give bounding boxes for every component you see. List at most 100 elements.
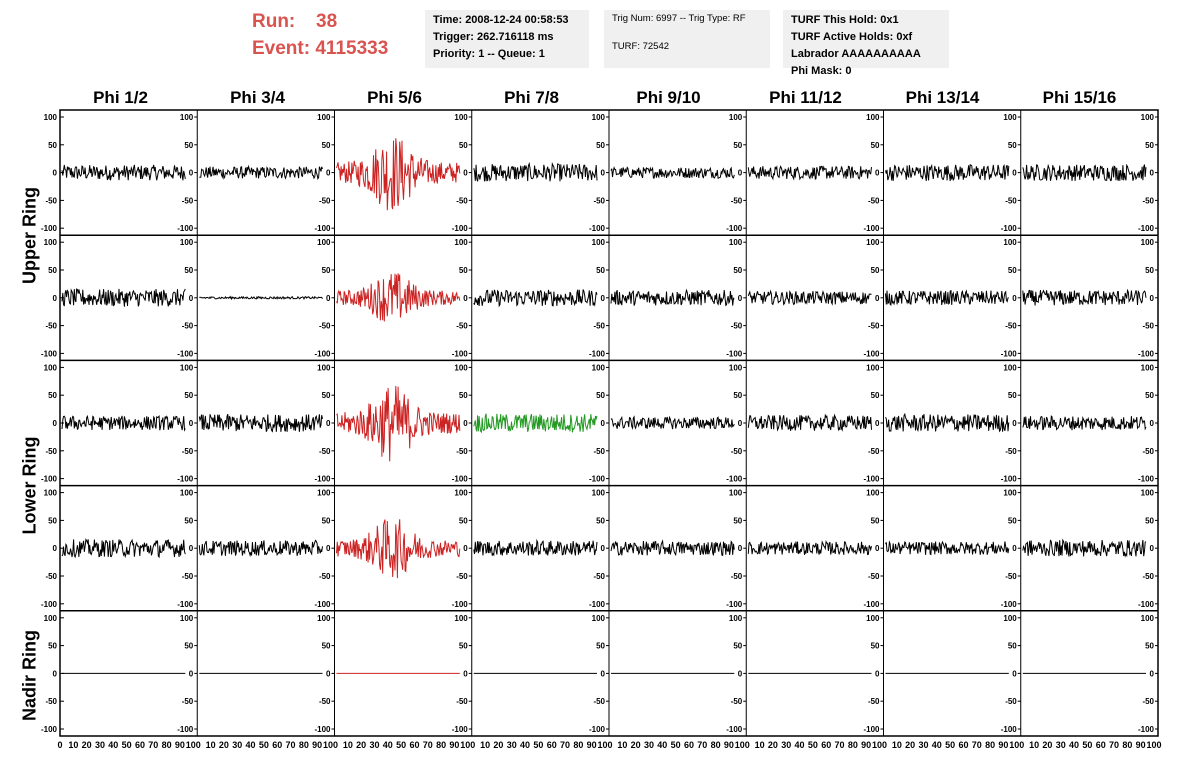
cell-y-tick-label: 0 <box>463 419 468 428</box>
y-tick-label: 0 <box>53 419 58 428</box>
cell-y-tick-label: -100 <box>177 224 194 233</box>
cell-y-tick-label: 50 <box>322 391 331 400</box>
x-tick-label: 100 <box>597 740 612 750</box>
x-tick-label: 20 <box>768 740 778 750</box>
x-tick-label: 100 <box>735 740 750 750</box>
cell-y-tick-label: -100 <box>863 224 880 233</box>
y-tick-label: -100 <box>41 349 58 358</box>
cell-y-tick-label: 100 <box>1141 614 1155 623</box>
trig-info-box: Trig Num: 6997 -- Trig Type: RF TURF: 72… <box>604 10 770 68</box>
cell-y-tick-label: 0 <box>189 419 194 428</box>
cell-y-tick-label: -50 <box>182 697 194 706</box>
cell-y-tick-label: -100 <box>589 475 606 484</box>
x-tick-label: 30 <box>507 740 517 750</box>
x-tick-label: 40 <box>520 740 530 750</box>
x-tick-label: 80 <box>299 740 309 750</box>
waveform-trace <box>336 273 461 322</box>
x-tick-label: 60 <box>409 740 419 750</box>
x-tick-label: 30 <box>781 740 791 750</box>
cell-y-tick-label: 50 <box>459 266 468 275</box>
cell-y-tick-label: 0 <box>463 544 468 553</box>
cell-y-tick-label: 50 <box>322 266 331 275</box>
cell-y-tick-label: 100 <box>454 363 468 372</box>
cell-y-tick-label: 0 <box>326 544 331 553</box>
cell-y-tick-label: 0 <box>463 294 468 303</box>
cell-y-tick-label: 0 <box>601 419 606 428</box>
cell-y-tick-label: 100 <box>317 614 331 623</box>
cell-y-tick-label: 50 <box>596 642 605 651</box>
x-tick-label: 70 <box>972 740 982 750</box>
waveform-trace <box>610 415 735 431</box>
cell-y-tick-label: -100 <box>863 600 880 609</box>
waveform-trace <box>1022 163 1147 182</box>
cell-y-tick-label: -50 <box>593 196 605 205</box>
x-tick-label: 80 <box>436 740 446 750</box>
cell-y-tick-label: -50 <box>1005 697 1017 706</box>
cell-y-tick-label: -50 <box>456 697 468 706</box>
cell-y-tick-label: -100 <box>1138 224 1155 233</box>
cell-y-tick-label: 100 <box>592 113 606 122</box>
x-tick-label: 20 <box>905 740 915 750</box>
cell-y-tick-label: 50 <box>1145 141 1154 150</box>
cell-y-tick-label: -50 <box>593 572 605 581</box>
x-tick-label: 40 <box>246 740 256 750</box>
y-tick-label: 50 <box>48 391 57 400</box>
x-tick-label: 40 <box>1069 740 1079 750</box>
waveform-trace <box>61 414 186 432</box>
waveform-trace <box>1022 538 1147 558</box>
x-tick-label: 60 <box>272 740 282 750</box>
y-tick-label: 50 <box>48 642 57 651</box>
cell-y-tick-label: 100 <box>729 238 743 247</box>
x-tick-label: 10 <box>68 740 78 750</box>
cell-y-tick-label: 0 <box>326 419 331 428</box>
cell-y-tick-label: -50 <box>1142 697 1154 706</box>
cell-y-tick-label: 100 <box>592 363 606 372</box>
cell-y-tick-label: 0 <box>1012 419 1017 428</box>
cell-y-tick-label: -50 <box>319 322 331 331</box>
cell-y-tick-label: -50 <box>182 447 194 456</box>
cell-y-tick-label: -50 <box>182 196 194 205</box>
cell-y-tick-label: 50 <box>733 516 742 525</box>
x-tick-label: 90 <box>175 740 185 750</box>
cell-y-tick-label: -100 <box>1001 725 1018 734</box>
cell-y-tick-label: -100 <box>1001 224 1018 233</box>
waveform-trace <box>610 166 735 179</box>
x-tick-label: 20 <box>219 740 229 750</box>
y-tick-label: -100 <box>41 725 58 734</box>
cell-y-tick-label: 50 <box>459 141 468 150</box>
cell-y-tick-label: 50 <box>459 642 468 651</box>
x-tick-label: 10 <box>1029 740 1039 750</box>
x-tick-label: 80 <box>985 740 995 750</box>
cell-y-tick-label: -100 <box>863 349 880 358</box>
x-tick-label: 10 <box>343 740 353 750</box>
x-tick-label: 90 <box>861 740 871 750</box>
cell-y-tick-label: -50 <box>319 447 331 456</box>
x-tick-label: 20 <box>1042 740 1052 750</box>
run-value: 38 <box>316 11 338 32</box>
cell-y-tick-label: 50 <box>733 141 742 150</box>
y-tick-label: 100 <box>44 614 58 623</box>
x-tick-label: 40 <box>932 740 942 750</box>
y-tick-label: 0 <box>53 669 58 678</box>
cell-y-tick-label: -100 <box>1001 349 1018 358</box>
cell-y-tick-label: 100 <box>1003 614 1017 623</box>
cell-y-tick-label: 0 <box>875 669 880 678</box>
waveform-trace <box>199 295 323 301</box>
cell-y-tick-label: 0 <box>601 294 606 303</box>
cell-y-tick-label: -50 <box>1142 322 1154 331</box>
cell-y-tick-label: -100 <box>452 349 469 358</box>
cell-y-tick-label: -50 <box>319 196 331 205</box>
x-tick-label: 70 <box>148 740 158 750</box>
x-tick-label: 50 <box>259 740 269 750</box>
cell-y-tick-label: -100 <box>726 725 743 734</box>
cell-y-tick-label: 100 <box>866 614 880 623</box>
cell-y-tick-label: 100 <box>592 238 606 247</box>
y-tick-label: 0 <box>53 169 58 178</box>
cell-y-tick-label: 50 <box>1008 516 1017 525</box>
x-tick-label: 70 <box>835 740 845 750</box>
waveform-trace <box>336 519 461 579</box>
cell-y-tick-label: 100 <box>729 363 743 372</box>
cell-y-tick-label: 50 <box>871 642 880 651</box>
cell-y-tick-label: -50 <box>1005 572 1017 581</box>
x-tick-label: 90 <box>1136 740 1146 750</box>
